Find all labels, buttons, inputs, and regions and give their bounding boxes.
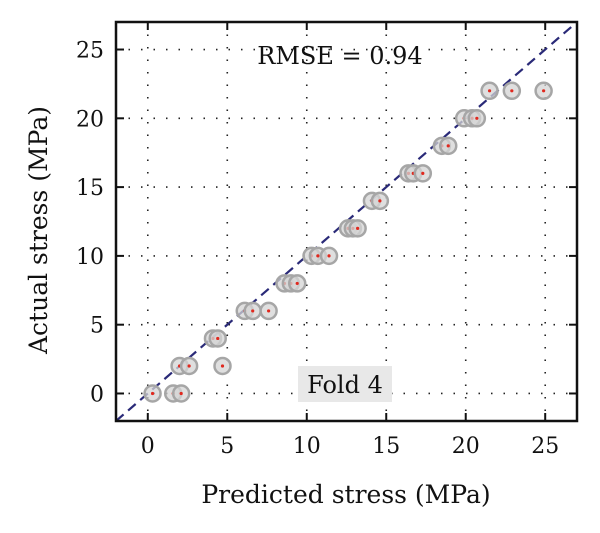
y-tick-label: 5	[90, 314, 104, 339]
data-point-center	[220, 364, 225, 368]
data-point	[143, 384, 162, 403]
data-point	[480, 81, 499, 101]
data-point-center	[542, 89, 546, 93]
data-point	[413, 164, 433, 183]
data-point-center	[378, 199, 382, 203]
fold-label: Fold 4	[307, 371, 383, 399]
data-point-center	[267, 309, 271, 313]
data-point-center	[510, 89, 514, 93]
data-point	[213, 356, 232, 376]
data-point	[467, 109, 487, 128]
data-point	[259, 301, 278, 321]
data-point-center	[356, 226, 360, 230]
data-points	[143, 81, 553, 403]
data-point	[319, 246, 339, 266]
data-point	[348, 219, 367, 238]
y-tick-label: 20	[76, 107, 104, 132]
y-tick-label: 10	[76, 245, 104, 270]
data-point-center	[150, 391, 155, 396]
data-point-center	[475, 116, 479, 120]
data-point-center	[327, 254, 331, 258]
data-point-center	[421, 171, 425, 175]
x-tick-label: 20	[452, 434, 480, 459]
x-tick-label: 15	[372, 434, 400, 459]
data-point-center	[295, 281, 299, 286]
data-point	[179, 356, 199, 376]
data-point-center	[316, 254, 320, 258]
y-tick-label: 0	[90, 382, 104, 407]
data-point-center	[487, 89, 492, 93]
x-tick-label: 0	[141, 434, 155, 459]
data-point-center	[179, 391, 183, 396]
data-point-center	[216, 336, 220, 341]
data-point-center	[187, 364, 191, 368]
data-point	[243, 301, 262, 321]
rmse-annotation: RMSE = 0.94	[257, 42, 422, 70]
data-point	[502, 81, 522, 101]
fold-label-background	[298, 366, 392, 402]
data-point	[370, 191, 390, 211]
x-tick-label: 10	[293, 434, 321, 459]
data-point-center	[446, 144, 450, 148]
x-tick-label: 25	[531, 434, 559, 459]
data-point	[534, 81, 553, 101]
data-point	[287, 274, 307, 293]
plot-frame	[114, 20, 579, 423]
data-point	[438, 136, 458, 156]
x-axis-title: Predicted stress (MPa)	[201, 480, 490, 509]
y-tick-label: 25	[76, 39, 104, 64]
tick-labels: 0 5 10 15 20 25 0 5 10 15 20 25	[76, 39, 559, 459]
data-point	[171, 384, 191, 403]
data-point	[208, 329, 227, 348]
data-point-center	[251, 309, 255, 313]
axis-ticks	[116, 22, 577, 421]
y-axis-title: Actual stress (MPa)	[24, 106, 53, 355]
x-tick-label: 5	[220, 434, 234, 459]
y-tick-label: 15	[76, 176, 104, 201]
